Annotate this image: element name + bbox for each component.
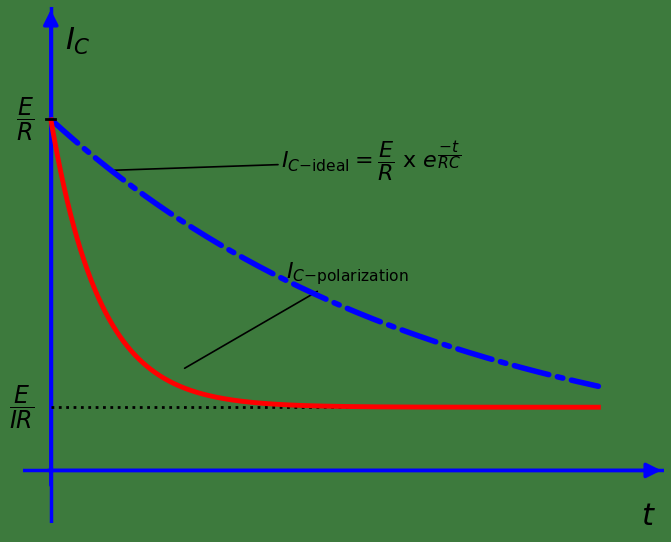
Text: $I_{C\mathrm{-ideal}} = \dfrac{E}{R}\ \mathrm{x}\ e^{\dfrac{-t}{RC}}$: $I_{C\mathrm{-ideal}} = \dfrac{E}{R}\ \m…	[114, 139, 461, 184]
Text: $I_{C\mathrm{-polarization}}$: $I_{C\mathrm{-polarization}}$	[185, 260, 409, 368]
Text: $\dfrac{E}{IR}$: $\dfrac{E}{IR}$	[9, 384, 34, 431]
Text: $t$: $t$	[641, 502, 656, 531]
Text: $\dfrac{E}{R}$: $\dfrac{E}{R}$	[16, 95, 34, 143]
Text: $I_C$: $I_C$	[65, 25, 91, 56]
